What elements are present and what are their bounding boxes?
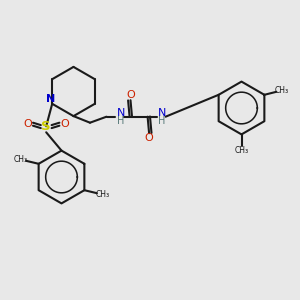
Text: O: O: [126, 90, 135, 100]
Text: CH₃: CH₃: [234, 146, 249, 155]
Text: O: O: [23, 119, 32, 129]
Text: CH₃: CH₃: [95, 190, 110, 199]
Text: O: O: [145, 133, 154, 143]
Text: N: N: [46, 94, 55, 104]
Text: CH₃: CH₃: [14, 155, 28, 164]
Text: H: H: [158, 116, 165, 126]
Text: S: S: [41, 120, 51, 133]
Text: H: H: [117, 116, 124, 126]
Text: CH₃: CH₃: [275, 86, 289, 95]
Text: N: N: [116, 108, 125, 118]
Text: O: O: [60, 119, 69, 129]
Text: N: N: [158, 108, 166, 118]
